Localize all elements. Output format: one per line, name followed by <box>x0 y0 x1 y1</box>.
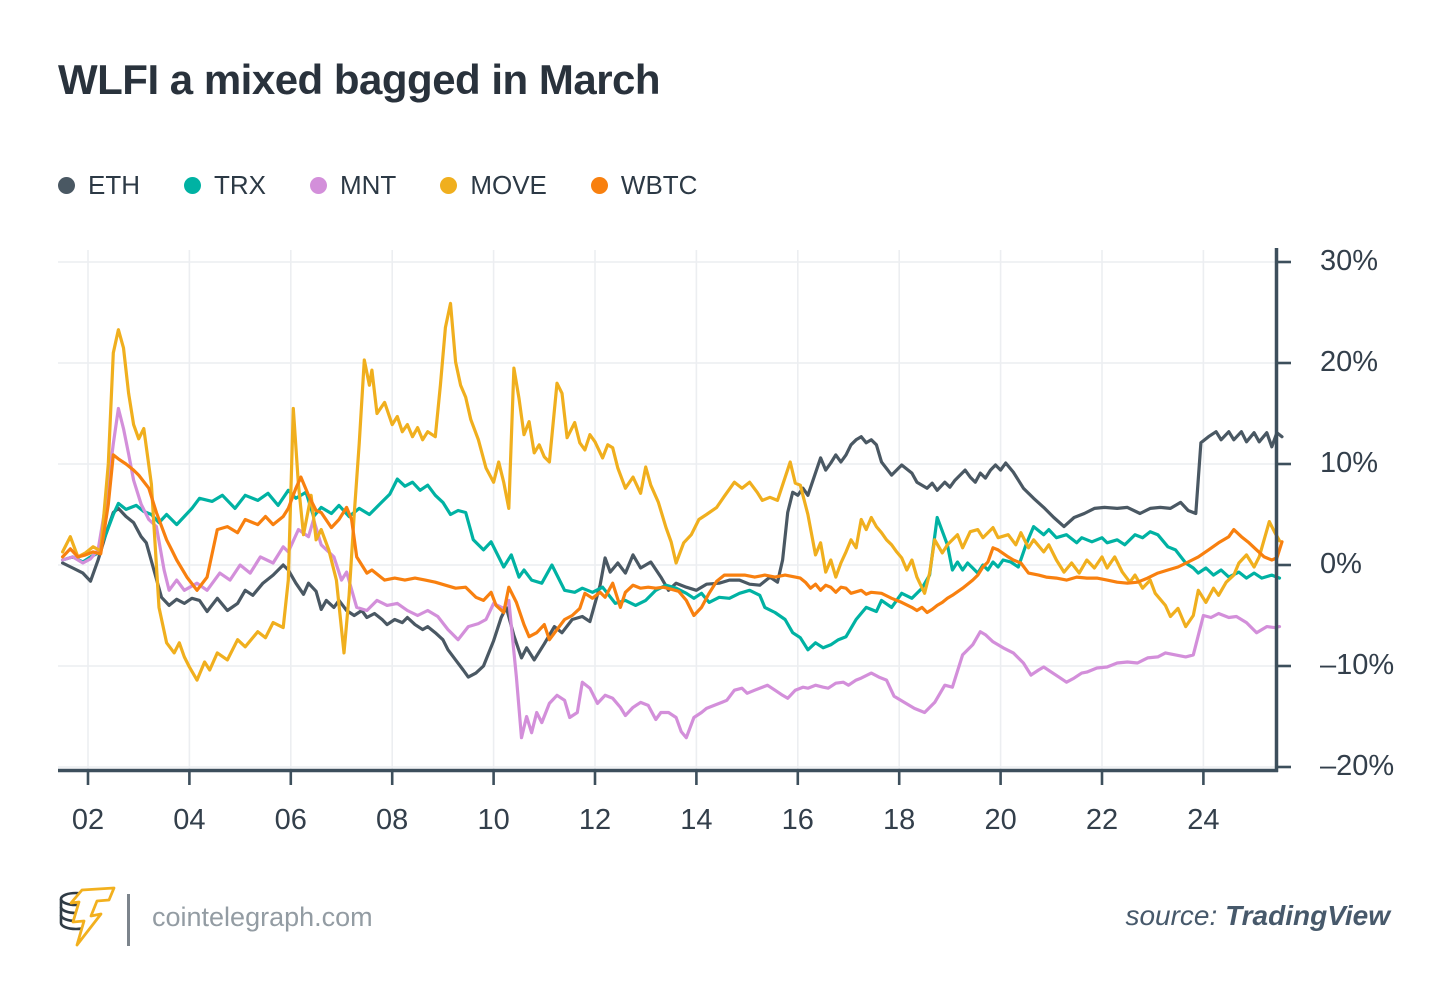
legend-label-trx: TRX <box>214 170 266 200</box>
legend-item-move: MOVE <box>440 170 547 201</box>
legend: ETH TRX MNT MOVE WBTC <box>58 170 697 201</box>
x-tick-label-04: 04 <box>173 804 206 836</box>
legend-item-eth: ETH <box>58 170 140 201</box>
series-line-wbtc <box>60 453 1284 642</box>
footer: cointelegraph.com source: TradingView <box>0 884 1450 954</box>
chart-series <box>60 301 1284 740</box>
chart-axes <box>58 248 1291 785</box>
y-tick-label-30: 30% <box>1320 245 1379 277</box>
legend-item-trx: TRX <box>184 170 266 201</box>
cointelegraph-logo-icon <box>59 886 116 947</box>
x-tick-label-12: 12 <box>578 804 612 836</box>
x-tick-label-06: 06 <box>274 804 307 836</box>
page-title: WLFI a mixed bagged in March <box>58 56 661 103</box>
legend-dot-trx-icon <box>184 177 201 194</box>
source-credit: source: TradingView <box>1125 900 1390 932</box>
y-tick-label-neg10: –10% <box>1320 649 1395 681</box>
legend-dot-wbtc-icon <box>590 177 608 194</box>
series-line-mnt <box>60 406 1282 740</box>
y-tick-label-0: 0% <box>1320 548 1362 580</box>
x-tick-label-24: 24 <box>1187 804 1220 836</box>
source-label: source: <box>1125 900 1218 931</box>
series-line-move <box>60 301 1282 682</box>
x-tick-label-22: 22 <box>1085 804 1119 836</box>
series-line-eth <box>60 430 1284 679</box>
x-tick-label-14: 14 <box>680 804 713 836</box>
legend-dot-move-icon <box>440 177 458 194</box>
x-tick-label-18: 18 <box>883 804 916 836</box>
x-tick-label-08: 08 <box>376 804 409 836</box>
legend-label-move: MOVE <box>470 170 547 200</box>
legend-label-wbtc: WBTC <box>620 170 698 200</box>
x-tick-label-16: 16 <box>781 804 814 836</box>
legend-dot-mnt-icon <box>310 177 327 194</box>
legend-item-wbtc: WBTC <box>590 170 698 201</box>
x-tick-label-02: 02 <box>71 804 105 836</box>
legend-item-mnt: MNT <box>310 170 396 201</box>
source-name: TradingView <box>1225 900 1390 931</box>
y-tick-label-10: 10% <box>1320 447 1379 479</box>
x-tick-label-20: 20 <box>984 804 1017 836</box>
footer-divider <box>127 894 130 946</box>
legend-label-mnt: MNT <box>340 170 397 200</box>
y-tick-label-20: 20% <box>1320 346 1379 378</box>
x-tick-label-10: 10 <box>477 804 510 836</box>
y-tick-label-neg20: –20% <box>1320 750 1395 782</box>
lightning-t-icon <box>69 886 116 947</box>
legend-label-eth: ETH <box>88 170 140 200</box>
legend-dot-eth-icon <box>58 177 75 194</box>
brand-url: cointelegraph.com <box>152 902 373 932</box>
